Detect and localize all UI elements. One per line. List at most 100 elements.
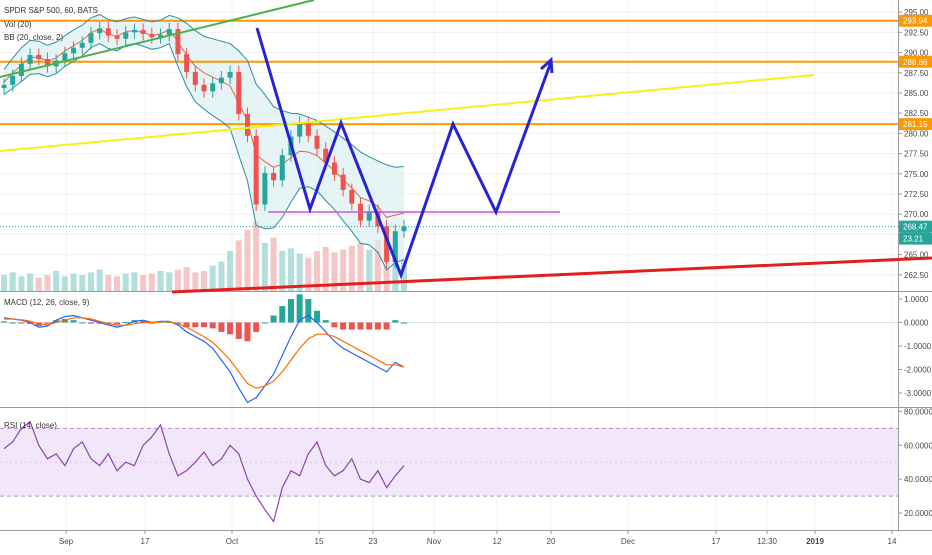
macd-histogram-bar-42: [366, 322, 373, 330]
macd-histogram-bar-21: [183, 322, 190, 328]
volume-bar-40: [348, 245, 355, 291]
candle-body-35: [305, 122, 311, 136]
volume-bar-45: [392, 247, 399, 291]
time-axis-label-0: Sep: [59, 537, 74, 546]
volume-bar-3: [27, 273, 34, 291]
volume-bar-2: [18, 276, 25, 291]
candle-body-3: [27, 54, 33, 64]
time-axis-label-6: 12: [493, 537, 502, 546]
time-axis-label-9: 17: [712, 537, 721, 546]
volume-bar-8: [70, 273, 77, 291]
candle-body-10: [88, 33, 94, 43]
candle-body-12: [105, 28, 111, 36]
price-axis-label-9: 272.50: [904, 190, 929, 199]
candle-body-39: [340, 174, 346, 190]
time-axis-label-12: 14: [888, 537, 897, 546]
price-axis-label-4: 285.00: [904, 89, 929, 98]
macd-axis-label-1: 0.0000: [904, 319, 929, 328]
volume-bar-31: [270, 237, 277, 291]
volume-bar-13: [114, 276, 121, 291]
candle-body-5: [44, 59, 50, 67]
candle-body-40: [349, 189, 355, 204]
volume-bar-42: [366, 249, 373, 291]
candle-body-1: [10, 75, 16, 85]
volume-bar-18: [157, 271, 164, 291]
volume-bar-25: [218, 261, 225, 291]
legend-symbol[interactable]: SPDR S&P 500, 60, BATS: [4, 6, 98, 15]
legend-volume[interactable]: Vol (20): [4, 20, 32, 29]
candle-body-13: [114, 35, 120, 39]
time-axis-label-5: Nov: [427, 537, 441, 546]
volume-bar-4: [35, 277, 42, 291]
volume-bar-24: [209, 265, 216, 291]
volume-bar-9: [79, 275, 86, 291]
volume-bar-21: [183, 267, 190, 291]
macd-histogram-bar-39: [340, 322, 347, 330]
candle-body-0: [1, 84, 7, 89]
badge-resistance-2-bg: [899, 55, 932, 68]
volume-bar-26: [227, 251, 234, 291]
badge-resistance-3: 281.15: [903, 120, 928, 129]
candle-body-38: [331, 162, 337, 175]
candle-body-32: [279, 155, 285, 181]
legend-bollinger[interactable]: BB (20, close, 2): [4, 33, 63, 42]
time-axis-label-3: 15: [315, 537, 324, 546]
legend-rsi[interactable]: RSI (14, close): [4, 421, 57, 430]
candle-body-31: [271, 172, 277, 181]
macd-histogram-bar-40: [348, 322, 355, 330]
candle-body-18: [158, 34, 164, 38]
user-drawings[interactable]: [0, 0, 932, 294]
macd-histogram-bar-0: [1, 321, 7, 323]
candle-body-19: [166, 29, 172, 35]
yellow-trendline[interactable]: [0, 74, 815, 152]
badge-resistance-1-bg: [899, 14, 932, 27]
projected-pattern-path[interactable]: [255, 27, 553, 280]
rsi-band: [0, 427, 898, 497]
rsi-axis-label-0: 80.0000: [904, 407, 932, 416]
macd-histogram-bar-10: [87, 322, 94, 324]
time-axis-label-7: 20: [547, 537, 556, 546]
rsi-axis-label-2: 40.0000: [904, 475, 932, 484]
rsi-axis-label-1: 60.0000: [904, 441, 932, 450]
macd-panel: [0, 294, 898, 404]
badge-last-price: 268.47: [903, 223, 928, 232]
price-axis-label-5: 282.50: [904, 109, 929, 118]
price-axis-label-1: 292.50: [904, 28, 929, 37]
volume-bar-36: [314, 251, 321, 291]
macd-axis-label-4: -3.0000: [904, 389, 932, 398]
volume-bar-23: [201, 271, 207, 291]
volume-bar-41: [357, 243, 364, 291]
legend-macd[interactable]: MACD (12, 26, close, 9): [4, 298, 90, 307]
projected-pattern-arrowhead[interactable]: [539, 56, 554, 74]
candle-body-20: [175, 29, 181, 55]
candle-body-46: [401, 226, 407, 232]
candle-body-25: [218, 77, 224, 84]
green-trendline[interactable]: [0, 0, 315, 78]
candle-body-11: [97, 28, 103, 34]
volume-bar-11: [96, 269, 103, 291]
price-lines: [0, 14, 898, 271]
volume-bar-17: [148, 273, 155, 291]
candle-body-44: [384, 226, 390, 262]
volume-bar-7: [61, 276, 68, 291]
badge-last-price-bg: [899, 220, 932, 233]
candle-body-27: [236, 71, 242, 114]
macd-histogram-bar-1: [9, 322, 16, 324]
time-axis-label-10: 12:30: [757, 537, 778, 546]
price-axis-label-3: 287.50: [904, 69, 929, 78]
rsi-line: [3, 420, 405, 523]
badge-resistance-1: 293.94: [903, 17, 928, 26]
red-support-trendline[interactable]: [171, 256, 932, 294]
price-axis-label-2: 290.00: [904, 49, 929, 58]
candle-body-36: [314, 135, 320, 149]
candle-body-23: [201, 84, 207, 92]
volume-bar-30: [261, 243, 268, 291]
volume-bar-14: [122, 273, 129, 291]
volume-bar-43: [374, 240, 381, 291]
macd-histogram-bar-8: [70, 320, 77, 323]
time-axis-label-11: 2019: [806, 537, 824, 546]
macd-axis-label-0: 1.0000: [904, 295, 929, 304]
badge-volume: 23.21: [903, 235, 924, 244]
